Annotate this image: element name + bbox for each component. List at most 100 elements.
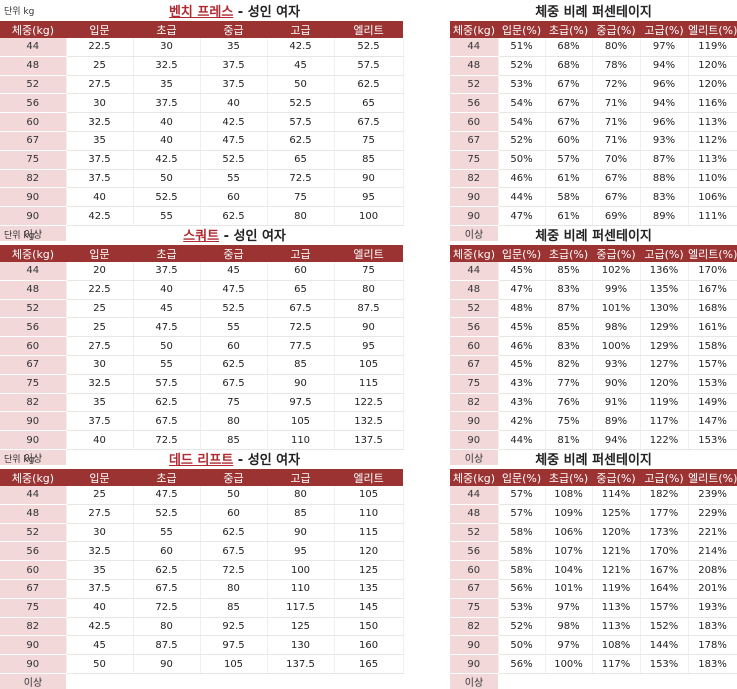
value-cell: 30 — [66, 93, 134, 114]
value-cell: 30 — [133, 38, 201, 57]
table-row: 82 46% 61% 67% 88% 110% — [450, 169, 737, 189]
value-cell: 60 — [200, 504, 268, 524]
value-cell: 62.5 — [200, 206, 268, 226]
percent-cell: 97% — [545, 598, 593, 618]
percent-cell: 94% — [640, 93, 689, 114]
table-row: 56 32.5 60 67.5 95 120 — [0, 541, 404, 562]
value-cell: 97.5 — [200, 635, 268, 656]
weight-cell: 67 — [450, 131, 499, 151]
percent-cell: 125% — [592, 504, 641, 524]
empty-cell — [133, 673, 200, 689]
value-cell: 90 — [267, 374, 335, 394]
weight-cell: 60 — [0, 336, 67, 356]
weight-cell: 90 — [0, 187, 67, 208]
value-cell: 85 — [267, 355, 335, 375]
percent-cell: 57% — [498, 486, 546, 505]
value-cell: 30 — [66, 523, 134, 543]
value-cell: 37.5 — [66, 411, 134, 432]
percent-cell: 45% — [498, 317, 546, 338]
value-cell: 40 — [133, 112, 201, 132]
weight-cell: 90 — [450, 206, 499, 226]
column-header: 고급 — [267, 21, 334, 38]
percent-cell: 52% — [498, 617, 546, 637]
value-cell: 62.5 — [334, 75, 404, 95]
table-row: 75 53% 97% 113% 157% 193% — [450, 598, 737, 618]
percent-cell: 44% — [498, 187, 546, 208]
percent-cell: 46% — [498, 336, 546, 356]
value-cell: 25 — [66, 299, 134, 319]
percent-cell: 67% — [545, 93, 593, 114]
value-cell: 67.5 — [133, 411, 201, 432]
column-header: 고급 — [267, 245, 334, 262]
value-cell: 100 — [334, 206, 404, 226]
table-row: 52 27.5 35 37.5 50 62.5 — [0, 75, 404, 95]
value-cell: 80 — [334, 280, 404, 300]
weight-cell: 75 — [450, 598, 499, 618]
percent-cell: 113% — [592, 617, 641, 637]
percent-cell: 61% — [545, 206, 593, 226]
percent-cell: 52% — [498, 131, 546, 151]
weight-cell: 56 — [0, 93, 67, 114]
percent-cell: 44% — [498, 430, 546, 450]
table-row: 82 35 62.5 75 97.5 122.5 — [0, 393, 404, 413]
value-cell: 67.5 — [267, 299, 335, 319]
percent-cell: 111% — [688, 206, 737, 226]
percent-cell: 85% — [545, 262, 593, 281]
percent-cell: 178% — [688, 635, 737, 656]
percent-cell: 94% — [592, 430, 641, 450]
value-cell: 55 — [133, 523, 201, 543]
table-row: 44 20 37.5 45 60 75 — [0, 262, 404, 281]
weight-table: 단위 kg 벤치 프레스 - 성인 여자 체중(kg) 입문 초급 중급 고급 엘리트 44 22… — [0, 0, 404, 241]
column-header: 중급(%) — [592, 21, 640, 38]
value-cell: 75 — [334, 131, 404, 151]
weight-cell: 82 — [0, 169, 67, 189]
unit-label: 단위 kg — [4, 455, 35, 465]
percent-cell: 88% — [640, 169, 689, 189]
weight-cell: 90 — [0, 430, 67, 450]
percent-cell: 43% — [498, 374, 546, 394]
percent-cell: 119% — [640, 393, 689, 413]
percent-cell: 57% — [545, 150, 593, 170]
value-cell: 35 — [66, 131, 134, 151]
table-row: 82 42.5 80 92.5 125 150 — [0, 617, 404, 637]
table-row: 67 30 55 62.5 85 105 — [0, 355, 404, 375]
percent-cell: 113% — [688, 112, 737, 132]
value-cell: 40 — [133, 131, 201, 151]
value-cell: 37.5 — [200, 75, 268, 95]
column-header: 엘리트 — [334, 245, 404, 262]
value-cell: 65 — [267, 280, 335, 300]
column-header: 입문(%) — [498, 21, 545, 38]
percent-cell: 85% — [545, 317, 593, 338]
weight-more-label: 이상 — [450, 673, 498, 689]
percent-cell: 102% — [592, 262, 641, 281]
value-cell: 122.5 — [334, 393, 404, 413]
weight-more-label: 이상 — [0, 449, 66, 465]
percent-cell: 75% — [545, 411, 593, 432]
value-cell: 115 — [334, 523, 404, 543]
exercise-name: 데드 리프트 — [168, 453, 234, 468]
percent-cell: 164% — [640, 579, 689, 599]
percent-cell: 153% — [688, 374, 737, 394]
percent-cell: 80% — [592, 38, 641, 57]
value-cell: 62.5 — [133, 560, 201, 580]
value-cell: 37.5 — [133, 262, 201, 281]
value-cell: 52.5 — [334, 38, 404, 57]
percent-cell: 69% — [592, 206, 641, 226]
percent-cell: 54% — [498, 93, 546, 114]
value-cell: 65 — [267, 150, 335, 170]
column-header: 고급 — [267, 469, 334, 486]
column-header: 입문(%) — [498, 469, 545, 486]
percent-cell: 68% — [545, 38, 593, 57]
weight-cell: 60 — [0, 560, 67, 580]
percent-cell: 101% — [592, 299, 641, 319]
value-cell: 72.5 — [267, 317, 335, 338]
percent-cell: 94% — [640, 56, 689, 76]
percent-cell: 56% — [498, 579, 546, 599]
percent-cell: 97% — [640, 38, 689, 57]
value-cell: 42.5 — [66, 617, 134, 637]
value-cell: 52.5 — [200, 299, 268, 319]
value-cell: 137.5 — [334, 430, 404, 450]
table-row: 48 52% 68% 78% 94% 120% — [450, 56, 737, 76]
percent-cell: 82% — [545, 355, 593, 375]
value-cell: 60 — [200, 336, 268, 356]
